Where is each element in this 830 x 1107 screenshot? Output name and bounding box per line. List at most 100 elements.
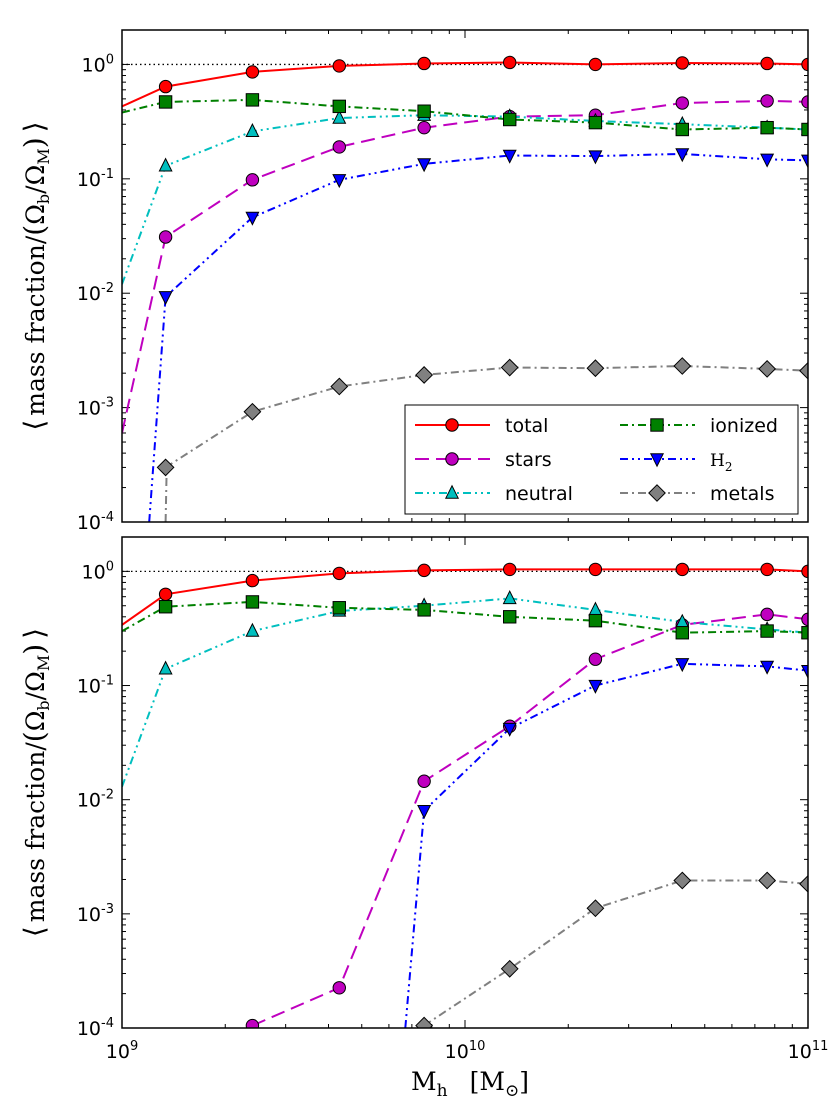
marker-stars	[245, 1018, 260, 1028]
plot-frame	[121, 29, 809, 523]
y-tick-label: 10-4	[77, 1016, 114, 1040]
marker-ionized	[158, 95, 173, 109]
marker-total	[158, 587, 173, 601]
marker-stars	[760, 607, 774, 622]
series-line-total	[122, 568, 808, 626]
marker-metals	[156, 458, 175, 477]
legend-label: total	[505, 415, 548, 437]
marker-metals	[415, 366, 434, 384]
marker-stars	[245, 173, 260, 187]
series-line-ionized	[122, 600, 808, 634]
marker-stars	[675, 96, 689, 110]
marker-H2	[502, 722, 517, 737]
y-axis-title: ⟨mass fraction/(Ωb/ΩM)⟩	[18, 121, 53, 430]
axis-titles: 109 1010 1011 ⟨mass fraction/(Ωb/ΩM)⟩ ⟨mass …	[18, 121, 828, 1101]
marker-ionized	[245, 93, 260, 107]
marker-total	[675, 56, 689, 70]
marker-ionized	[503, 112, 517, 127]
marker-ionized	[588, 115, 603, 130]
y-tick-label: 10-3	[77, 902, 114, 926]
series-line-total	[122, 61, 808, 108]
marker-total	[503, 562, 517, 577]
series-line-ionized	[122, 98, 808, 131]
x-tick-label: 109	[106, 1039, 138, 1063]
marker-H2	[800, 664, 808, 679]
marker-ionized	[332, 99, 346, 114]
marker-total	[760, 562, 774, 577]
marker-metals	[330, 377, 349, 396]
series-line-stars	[122, 99, 808, 434]
marker-metals	[758, 359, 777, 378]
marker-total	[158, 79, 173, 94]
marker-stars	[417, 120, 431, 135]
legend-swatch-marker	[445, 418, 459, 432]
marker-ionized	[332, 601, 346, 615]
legend-entry-H2: H2	[620, 451, 732, 474]
marker-stars	[760, 94, 774, 108]
marker-total	[332, 566, 346, 581]
legend-label: neutral	[505, 483, 573, 505]
legend-entry-metals: metals	[620, 483, 774, 505]
legend-swatch-marker	[650, 418, 664, 432]
marker-ionized	[158, 600, 173, 614]
marker-H2	[760, 153, 775, 168]
marker-metals	[243, 402, 262, 421]
marker-ionized	[417, 104, 431, 118]
marker-H2	[332, 174, 347, 189]
marker-total	[332, 59, 346, 73]
legend-swatch-marker	[649, 453, 665, 468]
marker-H2	[502, 149, 517, 164]
legend-label: stars	[505, 449, 552, 471]
legend-label: metals	[710, 483, 774, 505]
marker-total	[588, 562, 603, 577]
y-tick-label: 10-4	[77, 510, 114, 534]
marker-stars	[588, 652, 603, 666]
marker-total	[417, 56, 431, 71]
marker-neutral	[332, 109, 347, 124]
marker-stars	[332, 140, 346, 154]
legend-entry-stars: stars	[415, 449, 552, 471]
legend-entry-neutral: neutral	[415, 483, 573, 505]
y-tick-label: 10-1	[77, 167, 114, 191]
marker-total	[503, 55, 517, 70]
y-tick-label: 100	[82, 52, 114, 76]
marker-metals	[799, 361, 808, 380]
marker-total	[588, 57, 603, 72]
x-axis-title: Mh [M⊙]	[411, 1067, 529, 1101]
y-tick-label: 100	[82, 559, 114, 583]
marker-metals	[673, 357, 692, 375]
marker-total	[417, 563, 431, 578]
bottom-panel: 100 10-1 10-2 10-3 10-4	[77, 536, 809, 1040]
marker-metals	[586, 359, 605, 378]
marker-metals	[500, 358, 519, 377]
marker-ionized	[675, 122, 689, 137]
legend-swatch-marker	[648, 484, 666, 502]
marker-H2	[158, 291, 173, 306]
marker-H2	[588, 679, 603, 694]
marker-neutral	[245, 622, 260, 637]
marker-H2	[675, 148, 690, 163]
legend: total stars neutral ionized H2 metals	[404, 404, 799, 515]
series-line-stars	[252, 613, 808, 1027]
marker-metals	[500, 959, 519, 978]
legend-entry-total: total	[415, 415, 548, 437]
x-tick-label: 1010	[445, 1039, 486, 1063]
top-panel: 100 10-1 10-2 10-3 10-4	[77, 29, 809, 534]
marker-stars	[158, 230, 173, 244]
marker-H2	[417, 805, 432, 820]
marker-stars	[332, 981, 346, 995]
marker-stars	[417, 774, 431, 788]
y-tick-label: 10-1	[77, 674, 114, 698]
marker-neutral	[158, 157, 173, 172]
y-axis-title: ⟨mass fraction/(Ωb/ΩM)⟩	[18, 628, 53, 937]
marker-total	[675, 562, 689, 577]
series-line-neutral	[122, 597, 808, 788]
x-tick-label: 1011	[788, 1039, 829, 1063]
marker-ionized	[675, 626, 689, 640]
y-tick-label: 10-2	[77, 788, 114, 812]
legend-label: ionized	[710, 415, 778, 437]
marker-H2	[760, 660, 775, 675]
marker-metals	[799, 874, 808, 893]
marker-ionized	[760, 120, 774, 135]
marker-H2	[245, 211, 260, 226]
